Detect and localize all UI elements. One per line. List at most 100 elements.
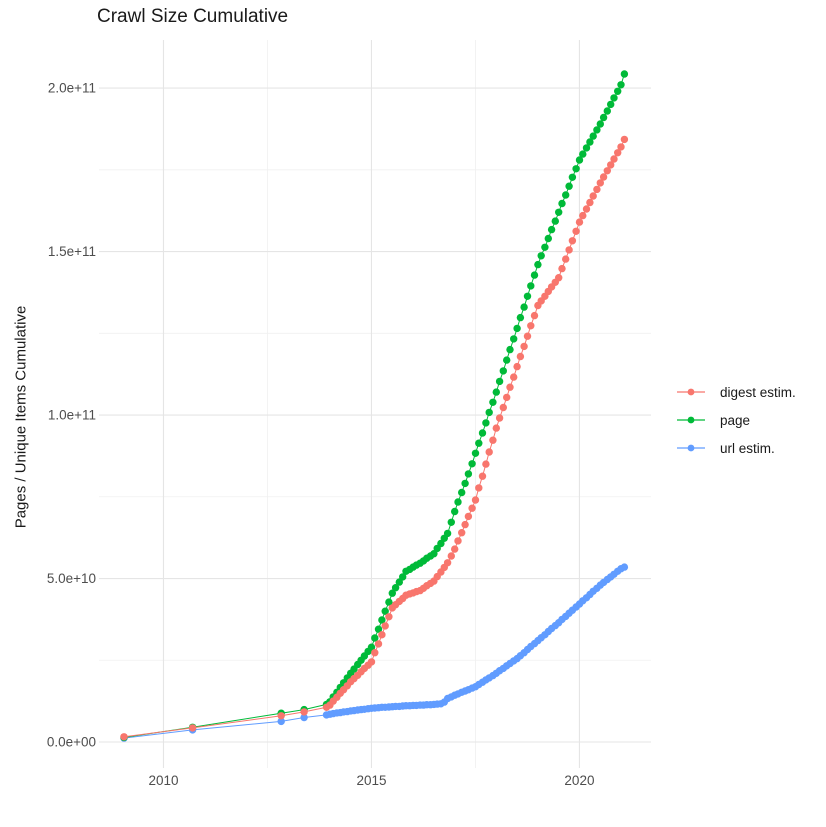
data-point [391,584,400,592]
data-point [506,345,514,354]
y-tick-label: 0.0e+00 [47,735,96,750]
data-point [516,352,525,361]
data-point [468,460,476,468]
data-point [541,243,549,251]
data-point [593,126,601,134]
y-tick-label: 2.0e+11 [48,81,96,96]
data-point [385,598,393,606]
data-point [458,488,466,497]
data-point [617,143,625,151]
data-point [443,559,452,567]
data-point [430,550,438,558]
data-point [475,484,483,492]
data-point [513,362,521,371]
data-point [478,472,487,480]
data-point [300,713,308,722]
data-point [527,322,535,330]
legend-key-icon [677,416,705,424]
data-point [534,260,542,269]
data-point [510,373,518,381]
data-point [575,218,584,226]
data-point [614,87,622,96]
data-point [596,179,604,187]
data-point [562,191,570,199]
data-point [551,217,559,225]
data-point [461,479,469,488]
data-point [485,448,493,456]
data-point [572,165,580,173]
data-point [381,622,389,630]
data-point [620,70,629,78]
data-point [451,507,459,516]
y-axis-title: Pages / Unique Items Cumulative [12,305,30,529]
legend-item-page: page [676,406,796,434]
y-tick-label: 5.0e+10 [47,571,96,586]
data-point [544,234,552,243]
data-point [464,470,473,478]
data-point [607,100,615,109]
data-point [495,414,504,422]
data-point [371,634,379,642]
data-point [513,324,521,333]
legend-key-icon [677,444,705,452]
data-point [596,120,604,128]
legend-label: digest estim. [720,384,796,400]
data-point [489,398,497,406]
data-point [555,274,563,282]
data-point [378,631,386,639]
data-point [593,185,601,194]
data-point [447,518,455,526]
data-point [492,388,500,396]
data-point [589,132,597,140]
data-point [451,545,459,553]
x-tick-label: 2010 [148,773,178,788]
data-point [558,264,566,273]
data-point [599,173,608,181]
data-point [582,205,591,213]
data-point [510,335,518,343]
data-point [620,563,629,571]
legend-label: url estim. [720,440,775,456]
x-tick-label: 2020 [564,773,594,788]
data-point [530,271,539,279]
data-point [381,607,389,615]
legend-item-digest-estim-: digest estim. [676,378,796,406]
data-point [468,504,476,512]
data-point [620,135,629,144]
data-point [482,460,490,468]
data-point [454,498,462,506]
data-point [610,155,618,163]
legend-item-url-estim-: url estim. [676,434,796,462]
data-point [458,529,466,537]
y-tick-label: 1.0e+11 [48,408,96,423]
data-point [562,255,570,263]
data-point [617,81,625,89]
data-point [607,161,615,169]
data-point [120,733,128,741]
legend: digest estim. page url estim. [676,378,796,462]
data-point [572,227,580,235]
legend-label: page [720,412,751,428]
data-point [603,167,611,175]
data-point [454,537,462,545]
data-point [374,640,383,648]
data-point [547,225,556,234]
data-point [447,552,455,560]
data-point [475,439,483,447]
data-point [614,149,622,157]
data-point [568,173,577,181]
data-point [586,198,594,207]
data-point [575,156,584,164]
data-point [516,313,525,322]
data-point [188,724,197,732]
data-point [537,252,545,260]
data-point [520,303,528,311]
data-point [558,199,566,208]
data-point [503,393,511,402]
data-point [565,246,573,254]
data-point [495,377,504,386]
data-point [367,643,376,651]
x-tick-label: 2015 [356,773,386,788]
data-point [579,211,587,220]
